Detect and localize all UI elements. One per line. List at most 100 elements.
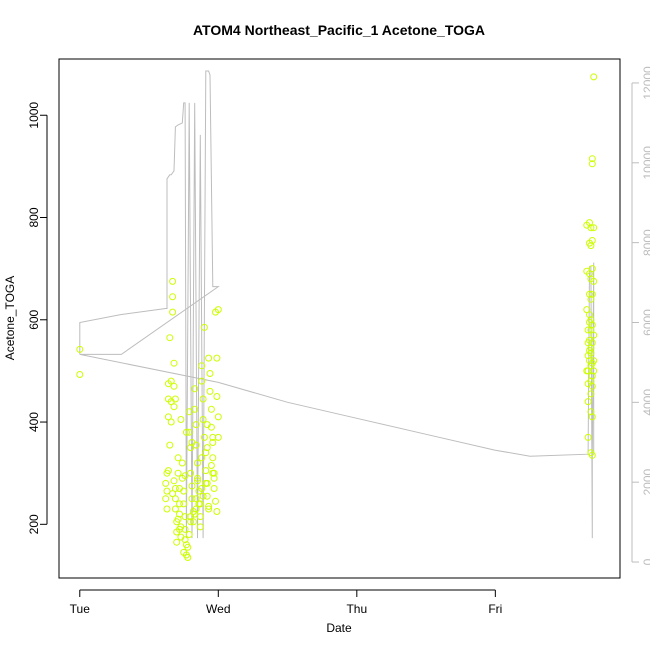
data-point [188, 439, 196, 446]
data-point [586, 290, 593, 298]
data-point [199, 395, 207, 403]
data-point [587, 390, 595, 398]
data-point [176, 525, 183, 533]
data-point [196, 523, 204, 531]
data-point [188, 495, 196, 503]
data-point [194, 477, 201, 485]
data-point [180, 548, 188, 556]
y-tick-label: 1000 [27, 102, 41, 129]
data-point [170, 382, 178, 390]
data-point [191, 385, 199, 393]
data-point [181, 536, 189, 544]
data-point [187, 518, 195, 526]
data-point [162, 479, 170, 487]
y-axis-right: 0 2000 4000 6000 8000 10000 12000 [631, 66, 650, 565]
data-point [167, 377, 175, 385]
data-point [588, 321, 596, 329]
data-point [588, 155, 596, 163]
data-point [198, 454, 206, 462]
data-point [205, 505, 213, 513]
data-point [199, 416, 207, 423]
data-point [188, 482, 196, 490]
data-point [584, 326, 592, 334]
data-point [185, 408, 193, 416]
data-point [170, 477, 178, 485]
data-point [587, 224, 595, 232]
data-point [162, 495, 170, 503]
data-point [169, 490, 177, 498]
data-point [214, 306, 222, 314]
data-point [587, 377, 595, 385]
data-point [205, 354, 213, 362]
data-point [166, 441, 174, 449]
data-point [181, 472, 189, 480]
data-point [214, 413, 222, 421]
data-point [587, 326, 595, 334]
data-point [174, 454, 182, 462]
data-point [192, 421, 200, 429]
data-point [169, 293, 177, 301]
acetone-points-series [76, 73, 598, 561]
data-point [191, 405, 199, 413]
data-point [198, 485, 206, 492]
data-point [170, 403, 178, 411]
data-point [590, 357, 598, 365]
data-point [171, 395, 179, 403]
x-tick-label: Fri [488, 602, 502, 616]
data-point [202, 449, 210, 457]
data-point [198, 377, 206, 385]
data-point [189, 518, 197, 526]
x-axis-label: Date [326, 621, 352, 635]
data-point [209, 433, 217, 441]
data-point [194, 459, 201, 467]
y-axis-label: Acetone_TOGA [3, 276, 17, 361]
data-point [203, 444, 211, 452]
data-point [200, 323, 208, 331]
data-point [588, 382, 596, 390]
data-point [207, 405, 215, 413]
data-point [209, 469, 217, 477]
data-point [205, 502, 213, 510]
data-point [169, 308, 177, 316]
data-point [588, 413, 596, 421]
y2-tick-label: 10000 [641, 146, 650, 180]
y-tick-label: 600 [27, 309, 41, 329]
data-point [587, 349, 595, 357]
data-point [588, 372, 596, 380]
altitude-line-series [79, 70, 595, 539]
data-point [202, 467, 210, 475]
data-point [187, 444, 195, 452]
data-point [587, 295, 595, 303]
data-point [206, 370, 214, 377]
altitude-line [79, 70, 595, 539]
data-point [213, 393, 221, 400]
data-point [163, 505, 171, 513]
data-point [177, 416, 185, 423]
data-point [588, 265, 596, 273]
data-point [590, 367, 598, 375]
data-point [210, 474, 218, 482]
data-point [170, 359, 178, 367]
data-point [588, 339, 596, 347]
data-point [187, 469, 195, 477]
data-point [203, 421, 211, 429]
data-point [588, 451, 596, 459]
data-point [196, 500, 204, 508]
y-tick-label: 800 [27, 207, 41, 227]
data-point [76, 345, 84, 353]
data-point [213, 508, 221, 515]
x-tick-label: Wed [206, 602, 230, 616]
data-point [182, 428, 190, 436]
data-point [213, 354, 221, 362]
y2-tick-label: 4000 [641, 389, 650, 416]
y-tick-label: 400 [27, 412, 41, 432]
x-tick-label: Tue [70, 602, 91, 616]
data-point [210, 485, 218, 492]
data-point [169, 277, 177, 285]
data-point [584, 398, 592, 406]
data-point [583, 367, 591, 375]
data-point [174, 515, 182, 523]
data-point [587, 242, 595, 250]
chart-title: ATOM4 Northeast_Pacific_1 Acetone_TOGA [193, 22, 485, 38]
data-point [164, 413, 172, 421]
